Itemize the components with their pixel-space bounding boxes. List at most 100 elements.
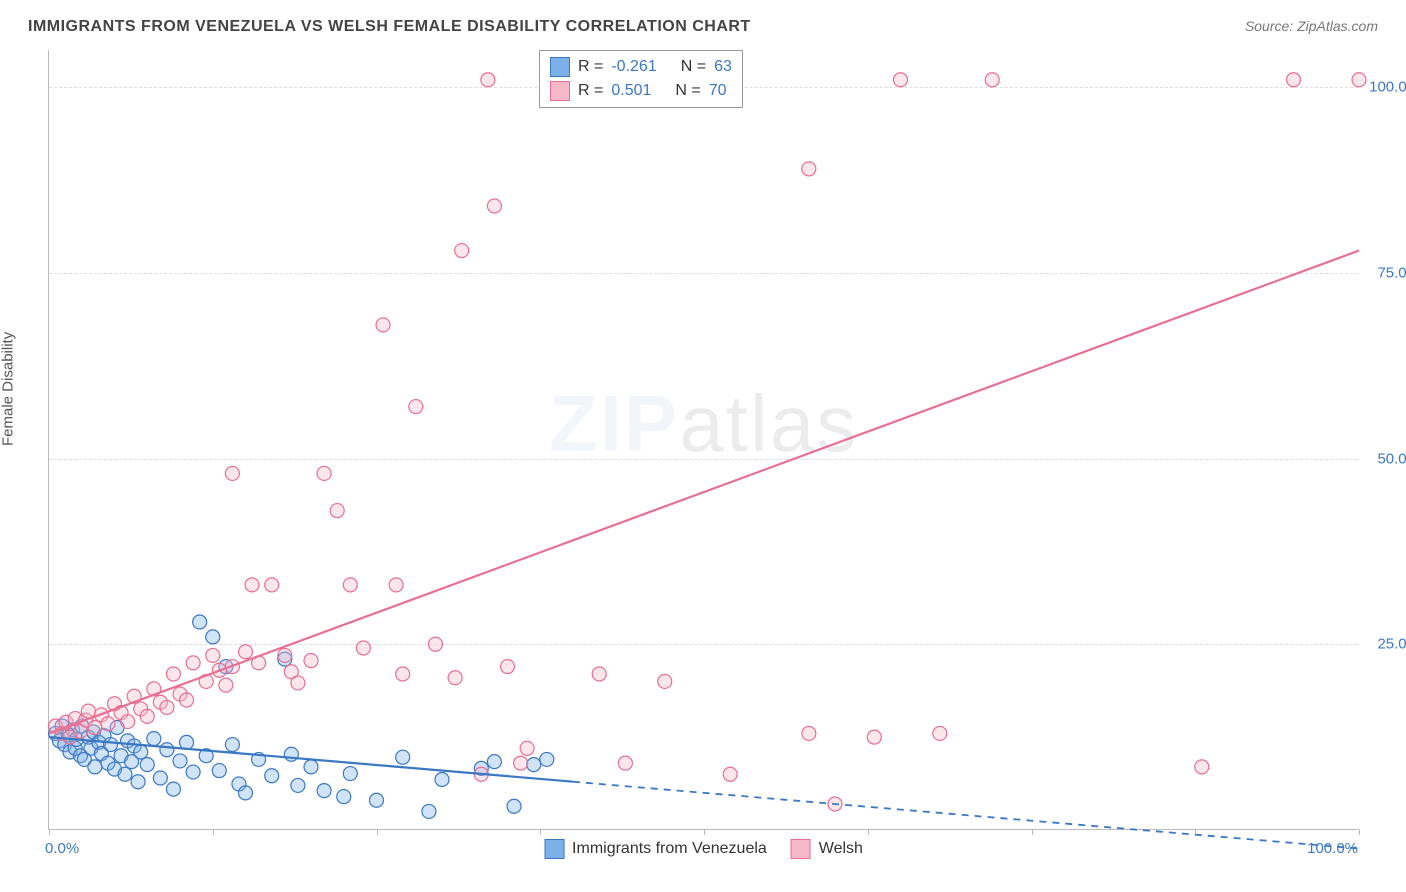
- scatter-point-pink: [304, 654, 318, 668]
- scatter-point-pink: [802, 162, 816, 176]
- source-attribution: Source: ZipAtlas.com: [1245, 18, 1378, 34]
- scatter-point-pink: [514, 756, 528, 770]
- x-tick-mark: [540, 829, 541, 835]
- scatter-point-blue: [140, 758, 154, 772]
- y-tick-75: 75.0%: [1377, 264, 1406, 281]
- scatter-point-pink: [356, 641, 370, 655]
- scatter-point-pink: [802, 726, 816, 740]
- scatter-point-blue: [540, 752, 554, 766]
- scatter-point-pink: [343, 578, 357, 592]
- scatter-point-blue: [487, 755, 501, 769]
- scatter-point-pink: [389, 578, 403, 592]
- scatter-point-blue: [180, 735, 194, 749]
- swatch-blue-icon: [544, 839, 564, 859]
- x-tick-mark: [868, 829, 869, 835]
- y-tick-25: 25.0%: [1377, 636, 1406, 653]
- scatter-point-blue: [337, 790, 351, 804]
- scatter-point-pink: [1195, 760, 1209, 774]
- scatter-svg: [49, 50, 1358, 829]
- scatter-point-blue: [212, 764, 226, 778]
- scatter-point-blue: [396, 750, 410, 764]
- scatter-point-pink: [265, 578, 279, 592]
- scatter-point-pink: [376, 318, 390, 332]
- scatter-point-blue: [131, 775, 145, 789]
- swatch-pink: [550, 81, 570, 101]
- scatter-point-blue: [317, 784, 331, 798]
- scatter-point-blue: [166, 782, 180, 796]
- scatter-point-pink: [101, 717, 115, 731]
- chart-title: IMMIGRANTS FROM VENEZUELA VS WELSH FEMAL…: [28, 18, 751, 36]
- scatter-point-pink: [867, 730, 881, 744]
- scatter-point-pink: [409, 400, 423, 414]
- plot-area: ZIPatlas 25.0%50.0%75.0%100.0% 0.0% 100.…: [48, 50, 1358, 830]
- y-axis-label: Female Disability: [0, 332, 17, 446]
- swatch-pink-icon: [791, 839, 811, 859]
- x-tick-0: 0.0%: [45, 840, 79, 857]
- scatter-point-pink: [455, 244, 469, 258]
- legend-label-blue: Immigrants from Venezuela: [572, 840, 767, 858]
- scatter-point-pink: [487, 199, 501, 213]
- scatter-point-pink: [219, 678, 233, 692]
- scatter-point-pink: [1287, 73, 1301, 87]
- scatter-point-pink: [140, 709, 154, 723]
- regression-line-pink: [49, 251, 1359, 734]
- scatter-point-pink: [985, 73, 999, 87]
- swatch-blue: [550, 57, 570, 77]
- scatter-point-pink: [317, 466, 331, 480]
- scatter-point-blue: [147, 732, 161, 746]
- scatter-point-blue: [134, 745, 148, 759]
- scatter-point-blue: [304, 760, 318, 774]
- corr-row-pink: R = 0.501 N = 70: [550, 79, 732, 103]
- series-legend: Immigrants from Venezuela Welsh: [544, 839, 863, 859]
- scatter-point-pink: [166, 667, 180, 681]
- scatter-point-blue: [206, 630, 220, 644]
- scatter-point-blue: [239, 786, 253, 800]
- scatter-point-pink: [160, 700, 174, 714]
- scatter-point-blue: [186, 765, 200, 779]
- scatter-point-pink: [186, 656, 200, 670]
- x-tick-mark: [213, 829, 214, 835]
- x-tick-mark: [1359, 829, 1360, 835]
- scatter-point-pink: [481, 73, 495, 87]
- scatter-point-blue: [160, 743, 174, 757]
- scatter-point-blue: [225, 738, 239, 752]
- scatter-point-pink: [723, 767, 737, 781]
- scatter-point-blue: [265, 769, 279, 783]
- scatter-point-blue: [118, 767, 132, 781]
- scatter-point-pink: [225, 466, 239, 480]
- scatter-point-pink: [428, 637, 442, 651]
- scatter-point-blue: [422, 804, 436, 818]
- x-tick-mark: [49, 829, 50, 835]
- scatter-point-blue: [527, 758, 541, 772]
- scatter-point-blue: [370, 793, 384, 807]
- scatter-point-blue: [153, 771, 167, 785]
- scatter-point-pink: [330, 504, 344, 518]
- scatter-point-pink: [291, 676, 305, 690]
- scatter-point-pink: [180, 693, 194, 707]
- legend-label-pink: Welsh: [819, 840, 863, 858]
- scatter-point-pink: [933, 726, 947, 740]
- x-tick-mark: [377, 829, 378, 835]
- scatter-point-pink: [239, 645, 253, 659]
- scatter-point-blue: [435, 772, 449, 786]
- y-tick-50: 50.0%: [1377, 450, 1406, 467]
- scatter-point-blue: [343, 767, 357, 781]
- x-tick-mark: [704, 829, 705, 835]
- scatter-point-blue: [507, 799, 521, 813]
- legend-item-pink: Welsh: [791, 839, 863, 859]
- legend-item-blue: Immigrants from Venezuela: [544, 839, 767, 859]
- scatter-point-pink: [121, 715, 135, 729]
- x-tick-mark: [1032, 829, 1033, 835]
- scatter-point-blue: [173, 754, 187, 768]
- scatter-point-blue: [193, 615, 207, 629]
- scatter-point-pink: [448, 671, 462, 685]
- scatter-point-pink: [245, 578, 259, 592]
- correlation-legend: R = -0.261 N = 63 R = 0.501 N = 70: [539, 50, 743, 108]
- scatter-point-pink: [501, 660, 515, 674]
- scatter-point-blue: [104, 738, 118, 752]
- y-tick-100: 100.0%: [1369, 79, 1406, 96]
- scatter-point-blue: [88, 760, 102, 774]
- scatter-point-pink: [520, 741, 534, 755]
- scatter-point-pink: [278, 648, 292, 662]
- scatter-point-pink: [894, 73, 908, 87]
